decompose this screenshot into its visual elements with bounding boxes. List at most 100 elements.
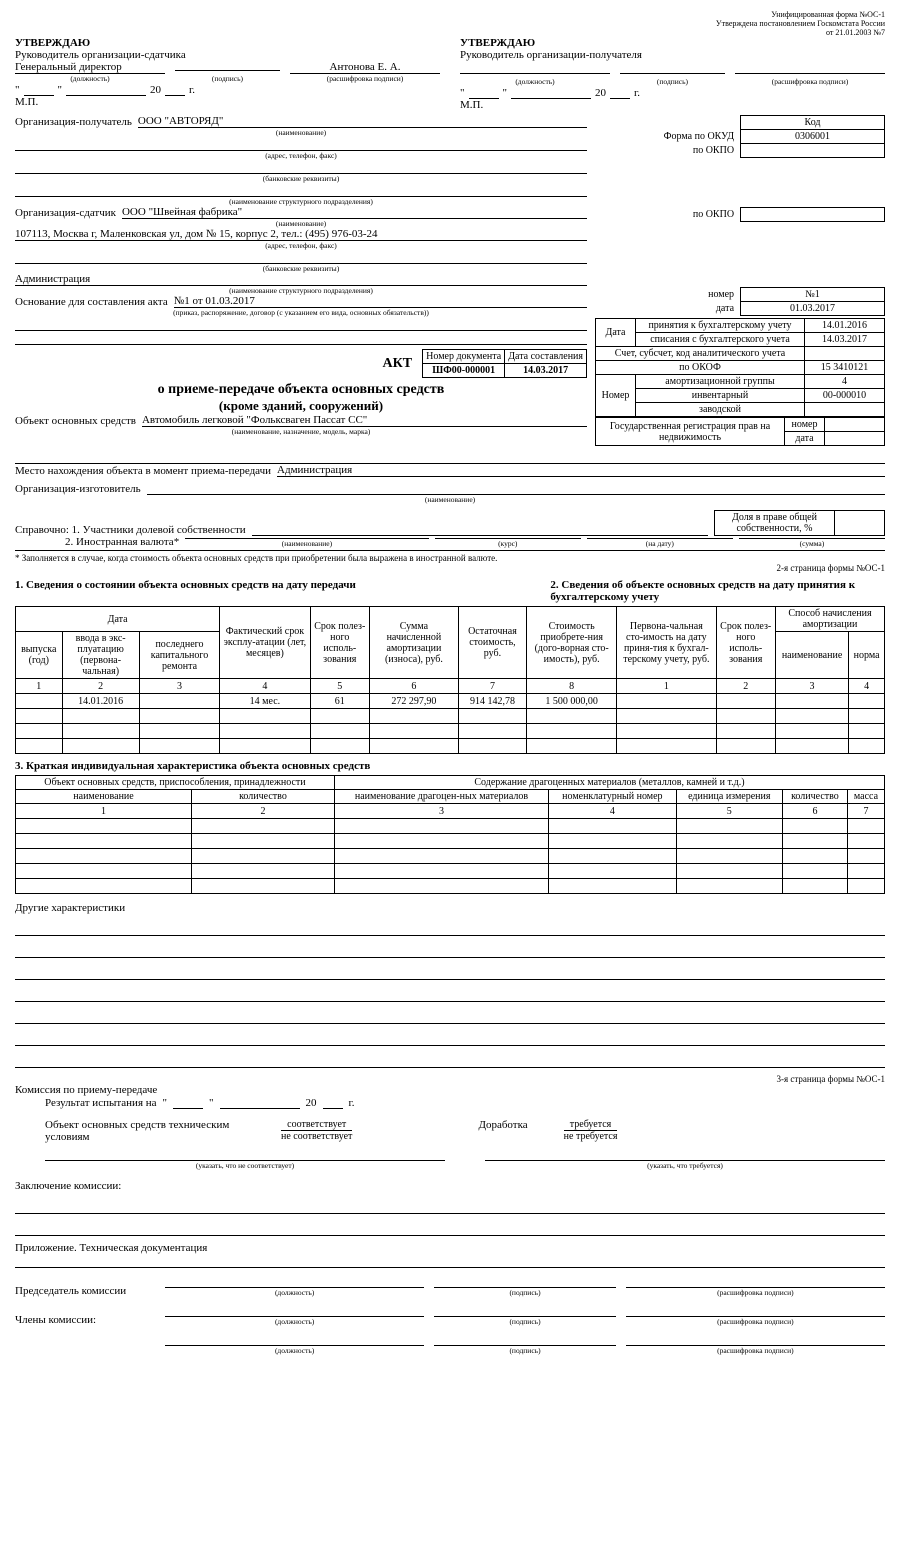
lbl-amort-group: амортизационной группы	[636, 375, 805, 389]
approve-left-decoded: Антонова Е. А.	[290, 61, 440, 74]
cap-sign-1: (подпись)	[175, 74, 280, 83]
cap-naimen-3: (наименование)	[15, 495, 885, 504]
t1-h-repair: последнего капитального ремонта	[139, 632, 220, 679]
val-org-send-addr: 107113, Москва г, Маленковская ул, дом №…	[15, 228, 587, 241]
page-2: 2-я страница формы №ОС-1	[15, 563, 885, 573]
lbl-nomer: номер	[595, 288, 741, 302]
table-row	[16, 819, 885, 834]
cap-bank-2: (банковские реквизиты)	[15, 264, 587, 273]
cap-struct-2: (наименование структурного подразделения…	[15, 286, 587, 295]
lbl-members: Члены комиссии:	[15, 1314, 155, 1326]
cap-notconf: (указать, что не соответствует)	[45, 1161, 445, 1170]
t3-unit: единица измерения	[676, 790, 782, 804]
year-suffix-r: г.	[634, 87, 640, 99]
val-writeoff-date: 14.03.2017	[805, 333, 885, 347]
form-meta-3: от 21.01.2003 №7	[15, 28, 885, 37]
table-3: Объект основных средств, приспособления,…	[15, 775, 885, 894]
cap-naimen-2: (наименование)	[15, 219, 587, 228]
approve-left-sign	[175, 70, 280, 71]
val-okof: 15 3410121	[805, 361, 885, 375]
lbl-basis: Основание для составления акта	[15, 296, 168, 308]
cap-decode-3: (расшифровка подписи)	[626, 1288, 885, 1297]
lbl-org-send: Организация-сдатчик	[15, 207, 116, 219]
val-basis-num: №1	[741, 288, 885, 302]
cap-order: (приказ, распоряжение, договор (с указан…	[15, 308, 587, 317]
val-location: Администрация	[277, 464, 885, 477]
cap-sign-2: (подпись)	[620, 77, 725, 86]
table-row	[16, 834, 885, 849]
t3-nomen: номенклатурный номер	[549, 790, 677, 804]
lbl-accept: принятия к бухгалтерскому учету	[636, 319, 805, 333]
lbl-org-recv: Организация-получатель	[15, 116, 132, 128]
th-doc-date: Дата составления	[505, 350, 587, 364]
lbl-state-reg: Государственная регистрация прав на недв…	[596, 418, 785, 446]
title-1: о приеме-передаче объекта основных средс…	[15, 382, 587, 398]
lbl-commission: Комиссия по приему-передаче	[15, 1084, 885, 1096]
t1-h-issue: выпуска (год)	[16, 632, 63, 679]
approve-right-title: УТВЕРЖДАЮ	[460, 37, 885, 49]
cap-summa: (сумма)	[739, 539, 885, 548]
cap-nadatu: (на дату)	[587, 539, 733, 548]
lbl-tech-cond: Объект основных средств техническим усло…	[45, 1119, 245, 1143]
t3-h1: Объект основных средств, приспособления,…	[16, 776, 335, 790]
lbl-data-1: дата	[595, 302, 741, 316]
lbl-location: Место нахождения объекта в момент приема…	[15, 465, 271, 477]
lbl-nomer-cap: Номер	[596, 375, 636, 417]
cap-bank-1: (банковские реквизиты)	[15, 174, 587, 183]
t3-qty-2: количество	[782, 790, 847, 804]
t1-h-useful2: Срок полез-ного исполь-зования	[716, 607, 775, 679]
t1-h-deprec: Сумма начисленной амортизации (износа), …	[370, 607, 459, 679]
t1-h-name: наименование	[775, 632, 848, 679]
table-row	[16, 724, 885, 739]
cap-position-4: (должность)	[165, 1317, 424, 1326]
val-basis: №1 от 01.03.2017	[174, 295, 587, 308]
approve-right-sub: Руководитель организации-получателя	[460, 49, 885, 61]
lbl-not-conforms: не соответствует	[275, 1131, 358, 1142]
table-row	[16, 849, 885, 864]
t3-mass: масса	[847, 790, 884, 804]
lbl-writeoff: списания с бухгалтерского учета	[636, 333, 805, 347]
lbl-account-code: Счет, субсчет, код аналитического учета	[596, 347, 805, 361]
lbl-okpo-1: по ОКПО	[595, 144, 741, 158]
cap-decode-1: (расшифровка подписи)	[290, 74, 440, 83]
lbl-factory: заводской	[636, 403, 805, 417]
lbl-okud: Форма по ОКУД	[595, 130, 741, 144]
table-1: Дата Фактический срок эксплу-атации (лет…	[15, 606, 885, 754]
akt-word: АКТ	[383, 356, 413, 371]
sec-2-title: 2. Сведения об объекте основных средств …	[550, 579, 885, 603]
mp-left: М.П.	[15, 96, 440, 108]
table-row: 14.01.2016 14 мес. 61 272 297,90 914 142…	[16, 694, 885, 709]
lbl-other: Другие характеристики	[15, 902, 885, 914]
cap-sign-3: (подпись)	[434, 1288, 615, 1297]
cap-naimen-4: (наименование)	[185, 539, 429, 548]
cap-decode-5: (расшифровка подписи)	[626, 1346, 885, 1355]
t1-h-commission: ввода в экс-плуатацию (первона-чальная)	[62, 632, 139, 679]
cap-decode-4: (расшифровка подписи)	[626, 1317, 885, 1326]
form-meta-2: Утверждена постановлением Госкомстата Ро…	[15, 19, 885, 28]
lbl-nomer-sr: номер	[785, 418, 825, 432]
val-accept-date: 14.01.2016	[805, 319, 885, 333]
lbl-conclusion: Заключение комиссии:	[15, 1180, 885, 1192]
year-suffix-l: г.	[189, 84, 195, 96]
val-org-send: ООО "Швейная фабрика"	[122, 206, 587, 219]
lbl-ref1: Справочно: 1. Участники долевой собствен…	[15, 524, 246, 536]
lbl-not-needed: не требуется	[558, 1131, 624, 1142]
val-inventory: 00-000010	[805, 389, 885, 403]
cap-decode-2: (расшифровка подписи)	[735, 77, 885, 86]
mp-right: М.П.	[460, 99, 885, 111]
t1-h-initial: Первона-чальная сто-имость на дату приня…	[617, 607, 716, 679]
t1-h-actual: Фактический срок эксплу-атации (лет, мес…	[220, 607, 310, 679]
cap-position-3: (должность)	[165, 1288, 424, 1297]
val-org-recv: ООО "АВТОРЯД"	[138, 115, 587, 128]
val-org-send-struct: Администрация	[15, 273, 587, 286]
cap-sign-4: (подпись)	[434, 1317, 615, 1326]
lbl-object: Объект основных средств	[15, 415, 136, 427]
t1-h-method: Способ начисления амортизации	[775, 607, 884, 632]
year-prefix-l: 20	[150, 84, 161, 96]
lbl-ref2: 2. Иностранная валюта*	[15, 536, 179, 548]
cap-kurs: (курс)	[435, 539, 581, 548]
table-row	[16, 739, 885, 754]
lbl-data-sr: дата	[785, 432, 825, 446]
table-row	[16, 864, 885, 879]
th-doc-num: Номер документа	[423, 350, 505, 364]
